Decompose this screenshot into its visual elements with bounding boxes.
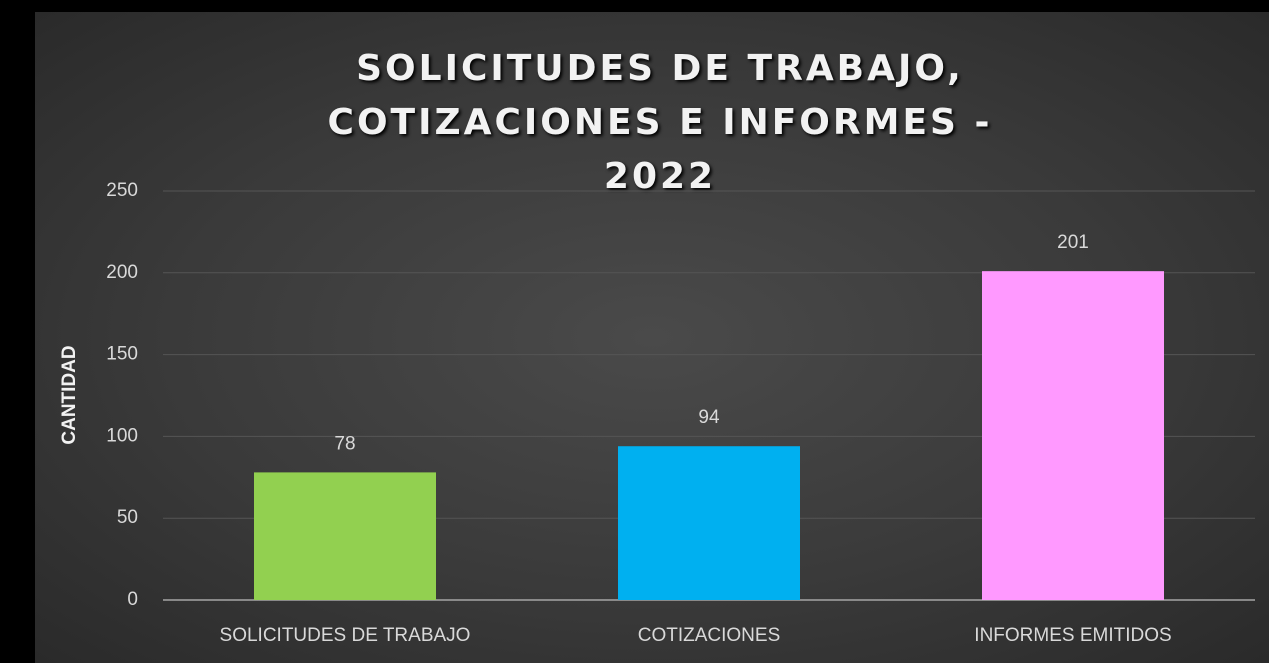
x-tick-label: INFORMES EMITIDOS [974, 625, 1171, 646]
y-axis-label: CANTIDAD [59, 345, 80, 444]
bar [618, 446, 800, 600]
bar [254, 472, 436, 600]
data-label: 78 [334, 433, 355, 454]
y-tick-label: 100 [106, 425, 138, 446]
y-tick-label: 150 [106, 344, 138, 365]
chart-title: SOLICITUDES DE TRABAJO, COTIZACIONES E I… [327, 48, 993, 197]
bar [982, 271, 1164, 600]
y-tick-label: 200 [106, 262, 138, 283]
data-label: 201 [1057, 232, 1089, 253]
data-label: 94 [698, 407, 720, 428]
y-tick-label: 50 [117, 507, 138, 528]
y-tick-label: 0 [127, 589, 138, 610]
x-tick-label: COTIZACIONES [638, 625, 781, 646]
y-tick-label: 250 [106, 180, 138, 201]
x-tick-label: SOLICITUDES DE TRABAJO [220, 625, 471, 646]
